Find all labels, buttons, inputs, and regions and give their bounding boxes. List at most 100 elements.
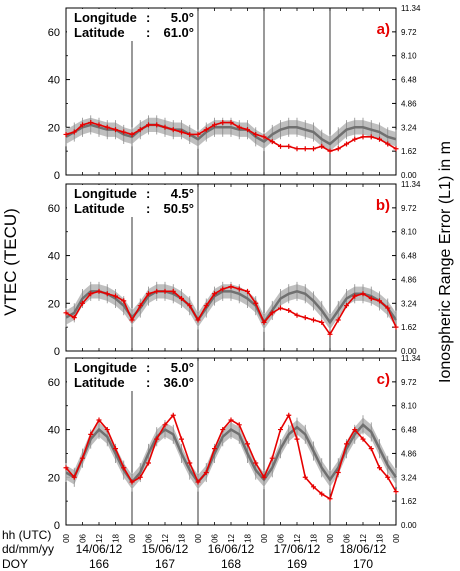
latitude-value: 36.0° bbox=[163, 375, 194, 390]
hour-tick-label: 12 bbox=[359, 533, 368, 542]
observed-point bbox=[220, 120, 226, 126]
hour-tick-label: 00 bbox=[62, 533, 71, 542]
y-axis-label-left: VTEC (TECU) bbox=[1, 208, 20, 316]
observed-point bbox=[187, 303, 193, 309]
row-label-hh: hh (UTC) bbox=[2, 528, 51, 542]
right-tick-label: 1.62 bbox=[401, 497, 417, 506]
panel-2: 0 20 40 60 0.00 1.62 3.24 4.86 6.48 8.10 9.72 11.34… bbox=[48, 180, 421, 358]
observed-point bbox=[71, 129, 77, 135]
hour-tick-label: 00 bbox=[392, 533, 401, 542]
observed-point bbox=[393, 489, 399, 495]
right-tick-label: 6.48 bbox=[401, 76, 417, 85]
observed-point bbox=[80, 122, 85, 128]
left-tick-label: 40 bbox=[48, 425, 60, 437]
left-tick-label: 20 bbox=[48, 472, 60, 484]
observed-point bbox=[146, 460, 151, 466]
longitude-value: 4.5° bbox=[171, 186, 194, 201]
observed-point bbox=[377, 465, 382, 471]
hour-tick-label: 06 bbox=[211, 533, 220, 542]
right-tick-label: 8.10 bbox=[401, 228, 417, 237]
observed-point bbox=[319, 143, 325, 149]
hour-tick-label: 12 bbox=[95, 533, 104, 542]
observed-point bbox=[63, 465, 69, 471]
observed-point bbox=[63, 310, 69, 316]
right-tick-label: 6.48 bbox=[401, 252, 417, 261]
hour-tick-label: 00 bbox=[194, 533, 203, 542]
observed-point bbox=[228, 120, 234, 126]
hour-tick-label: 06 bbox=[79, 533, 88, 542]
observed-point bbox=[63, 131, 69, 137]
observed-point bbox=[311, 484, 316, 490]
observed-point bbox=[335, 317, 341, 323]
observed-point bbox=[220, 427, 226, 433]
right-tick-label: 3.24 bbox=[401, 299, 417, 308]
observed-point bbox=[335, 146, 341, 152]
observed-point bbox=[253, 300, 259, 306]
right-tick-label: 11.34 bbox=[401, 4, 421, 13]
observed-point bbox=[302, 474, 308, 480]
observed-point bbox=[302, 315, 308, 321]
observed-point bbox=[319, 319, 325, 325]
observed-point bbox=[88, 120, 94, 126]
observed-point bbox=[137, 474, 143, 480]
observed-point bbox=[71, 315, 77, 321]
observed-point bbox=[228, 284, 234, 290]
observed-point bbox=[154, 122, 160, 128]
observed-point bbox=[220, 286, 226, 292]
row-label-doy: DOY bbox=[2, 557, 28, 571]
observed-point bbox=[170, 288, 176, 294]
observed-point bbox=[294, 146, 300, 152]
left-tick-label: 0 bbox=[54, 520, 60, 532]
observed-point bbox=[377, 298, 382, 304]
observed-point bbox=[88, 291, 94, 297]
location-box bbox=[67, 185, 197, 217]
observed-point bbox=[96, 122, 102, 128]
observed-point bbox=[71, 474, 77, 480]
observed-point bbox=[104, 124, 110, 130]
doy-label: 167 bbox=[155, 557, 175, 571]
observed-point bbox=[154, 436, 160, 442]
observed-point bbox=[327, 331, 333, 337]
observed-point bbox=[360, 134, 366, 140]
observed-point bbox=[335, 470, 341, 476]
observed-point bbox=[187, 460, 193, 466]
hour-tick-label: 00 bbox=[326, 533, 335, 542]
left-tick-label: 20 bbox=[48, 298, 60, 310]
hour-tick-label: 18 bbox=[112, 533, 121, 542]
observed-point bbox=[261, 319, 267, 325]
observed-point bbox=[96, 417, 102, 423]
observed-point bbox=[385, 474, 391, 480]
observed-point bbox=[278, 143, 283, 149]
latitude-colon: : bbox=[146, 201, 150, 216]
observed-point bbox=[203, 127, 209, 133]
observed-point bbox=[179, 436, 184, 442]
observed-point bbox=[253, 131, 259, 137]
observed-point bbox=[195, 131, 201, 137]
observed-point bbox=[162, 288, 168, 294]
hour-tick-label: 18 bbox=[310, 533, 319, 542]
observed-point bbox=[278, 305, 283, 311]
observed-point bbox=[261, 134, 267, 140]
observed-point bbox=[344, 303, 349, 309]
observed-point bbox=[368, 134, 374, 140]
right-tick-label: 6.48 bbox=[401, 426, 417, 435]
latitude-colon: : bbox=[146, 25, 150, 40]
observed-point bbox=[146, 291, 151, 297]
observed-point bbox=[393, 146, 399, 152]
x-axis: 00 06 12 18 00 06 12 18 00 06 12 18 00 06 12 18 00 06 12 18… bbox=[62, 533, 401, 571]
observed-point bbox=[170, 412, 176, 418]
right-tick-label: 11.34 bbox=[401, 180, 421, 189]
observed-point bbox=[294, 312, 300, 318]
observed-point bbox=[245, 127, 250, 133]
observed-point bbox=[360, 291, 366, 297]
panels: 0 20 40 60 0.00 1.62 3.24 4.86 6.48 8.10 9.72 11.34… bbox=[48, 4, 421, 532]
latitude-label: Latitude bbox=[74, 25, 125, 40]
observed-point bbox=[195, 479, 201, 485]
date-label: 14/06/12 bbox=[76, 542, 123, 556]
observed-point bbox=[302, 146, 308, 152]
right-tick-label: 1.62 bbox=[401, 323, 417, 332]
right-tick-label: 1.62 bbox=[401, 147, 417, 156]
hour-tick-label: 18 bbox=[178, 533, 187, 542]
left-axis-title: VTEC (TECU) bbox=[1, 208, 20, 316]
observed-point bbox=[269, 455, 275, 461]
